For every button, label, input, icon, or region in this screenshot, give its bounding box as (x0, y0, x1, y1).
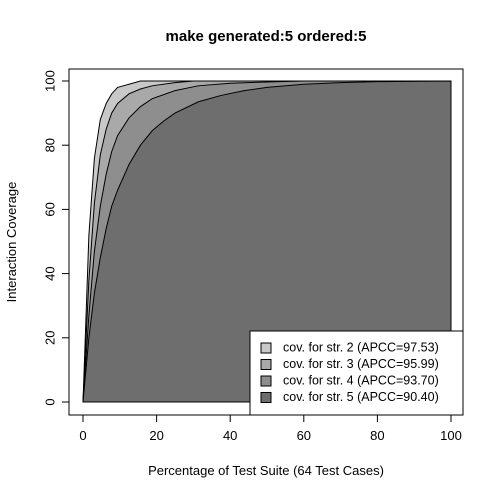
x-tick-label: 80 (370, 428, 384, 443)
chart-title: make generated:5 ordered:5 (166, 28, 367, 45)
x-tick-label: 20 (149, 428, 163, 443)
y-tick-label: 20 (42, 331, 57, 345)
y-tick-label: 40 (42, 266, 57, 280)
x-axis: 0 20 40 60 80 100 (79, 414, 462, 443)
y-tick-label: 100 (42, 70, 57, 92)
legend-swatch (260, 392, 272, 403)
y-tick-label: 60 (42, 202, 57, 216)
legend-label: cov. for str. 3 (APCC=95.99) (283, 357, 439, 371)
series-area-4 (82, 80, 452, 403)
legend-box (249, 330, 464, 416)
y-tick-label: 0 (42, 398, 57, 405)
legend-label: cov. for str. 2 (APCC=97.53) (283, 340, 439, 354)
plot-areas (82, 80, 452, 403)
legend-swatch (260, 375, 272, 387)
y-tick-label: 80 (42, 138, 57, 152)
x-tick-label: 100 (440, 428, 462, 443)
x-axis-label: Percentage of Test Suite (64 Test Cases) (148, 463, 384, 478)
y-axis: 0 20 40 60 80 100 (42, 70, 70, 406)
legend: cov. for str. 2 (APCC=97.53) cov. for str… (249, 330, 464, 416)
x-tick-label: 40 (223, 428, 237, 443)
legend-swatch (260, 342, 272, 354)
x-tick-label: 60 (297, 428, 311, 443)
y-axis-label: Interaction Coverage (4, 182, 19, 303)
x-tick-label: 0 (79, 428, 86, 443)
legend-label: cov. for str. 5 (APCC=90.40) (283, 390, 439, 404)
legend-swatch (260, 359, 272, 370)
legend-label: cov. for str. 4 (APCC=93.70) (283, 373, 439, 387)
